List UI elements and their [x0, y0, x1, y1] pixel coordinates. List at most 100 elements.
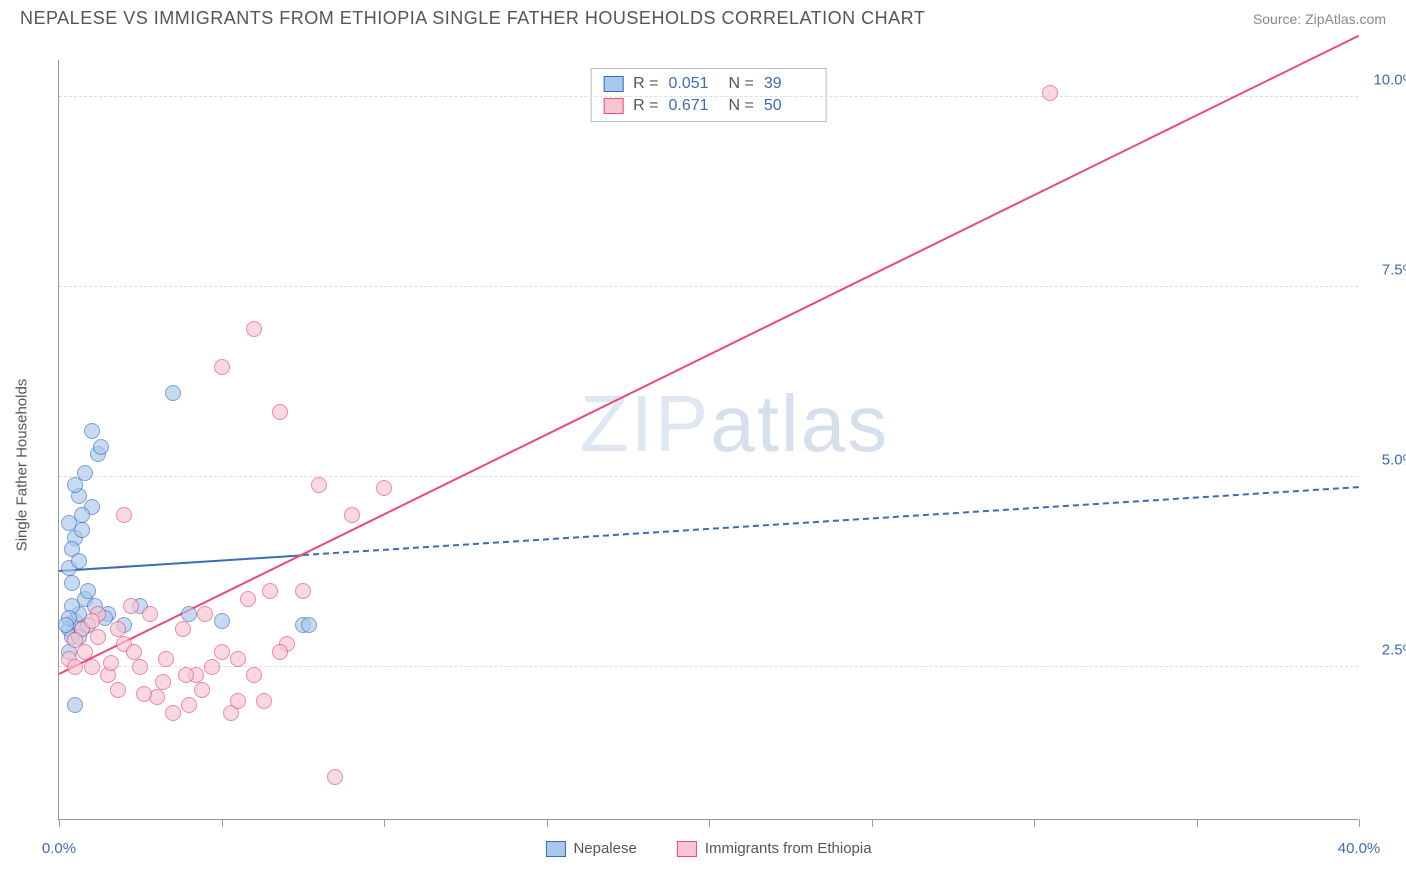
y-tick-label: 7.5%	[1382, 262, 1406, 279]
data-point	[246, 321, 262, 337]
trend-line	[303, 486, 1359, 556]
data-point	[272, 404, 288, 420]
data-point	[230, 693, 246, 709]
x-tick	[222, 819, 223, 827]
r-value: 0.671	[669, 97, 719, 115]
legend-swatch	[677, 841, 697, 857]
data-point	[197, 606, 213, 622]
legend-swatch	[603, 76, 623, 92]
data-point	[344, 507, 360, 523]
gridline-h	[59, 286, 1358, 287]
data-point	[126, 644, 142, 660]
chart-title: NEPALESE VS IMMIGRANTS FROM ETHIOPIA SIN…	[20, 8, 925, 29]
data-point	[155, 674, 171, 690]
data-point	[181, 697, 197, 713]
data-point	[123, 598, 139, 614]
data-point	[74, 507, 90, 523]
data-point	[90, 629, 106, 645]
x-tick	[872, 819, 873, 827]
gridline-h	[59, 96, 1358, 97]
data-point	[74, 522, 90, 538]
r-value: 0.051	[669, 75, 719, 93]
n-label: N =	[729, 97, 754, 115]
legend-swatch	[545, 841, 565, 857]
data-point	[110, 621, 126, 637]
x-tick	[1034, 819, 1035, 827]
n-label: N =	[729, 75, 754, 93]
bottom-legend: Nepalese Immigrants from Ethiopia	[545, 840, 871, 857]
watermark: ZIPatlas	[580, 378, 889, 470]
x-tick-label: 40.0%	[1338, 840, 1381, 857]
y-tick-label: 10.0%	[1373, 72, 1406, 89]
data-point	[214, 359, 230, 375]
data-point	[175, 621, 191, 637]
x-tick	[1359, 819, 1360, 827]
y-axis-label: Single Father Households	[14, 379, 31, 552]
x-tick	[384, 819, 385, 827]
stats-row: R = 0.671 N = 50	[603, 95, 814, 117]
data-point	[1042, 85, 1058, 101]
r-label: R =	[633, 75, 658, 93]
gridline-h	[59, 476, 1358, 477]
data-point	[71, 553, 87, 569]
data-point	[110, 682, 126, 698]
data-point	[67, 477, 83, 493]
x-tick	[709, 819, 710, 827]
data-point	[230, 651, 246, 667]
data-point	[165, 385, 181, 401]
chart-container: Single Father Households ZIPatlas R =0.0…	[48, 50, 1388, 880]
data-point	[181, 606, 197, 622]
data-point	[204, 659, 220, 675]
data-point	[80, 583, 96, 599]
data-point	[240, 591, 256, 607]
data-point	[311, 477, 327, 493]
data-point	[165, 705, 181, 721]
data-point	[295, 583, 311, 599]
x-tick	[1197, 819, 1198, 827]
data-point	[67, 659, 83, 675]
watermark-atlas: atlas	[710, 379, 889, 468]
data-point	[132, 659, 148, 675]
data-point	[67, 632, 83, 648]
legend-label: Immigrants from Ethiopia	[705, 840, 872, 857]
data-point	[194, 682, 210, 698]
data-point	[214, 644, 230, 660]
data-point	[301, 617, 317, 633]
data-point	[246, 667, 262, 683]
plot-area: ZIPatlas R =0.051N =39R =0.671N =50 Nepa…	[58, 60, 1358, 820]
legend-item: Nepalese	[545, 840, 636, 857]
data-point	[67, 697, 83, 713]
source-attribution: Source: ZipAtlas.com	[1253, 11, 1386, 27]
data-point	[178, 667, 194, 683]
n-value: 50	[764, 97, 814, 115]
n-value: 39	[764, 75, 814, 93]
r-label: R =	[633, 97, 658, 115]
trend-line	[59, 554, 303, 572]
stats-row: R = 0.051 N = 39	[603, 73, 814, 95]
legend-label: Nepalese	[573, 840, 636, 857]
legend-item: Immigrants from Ethiopia	[677, 840, 872, 857]
data-point	[93, 439, 109, 455]
data-point	[84, 613, 100, 629]
trend-line	[59, 34, 1360, 674]
data-point	[116, 507, 132, 523]
data-point	[158, 651, 174, 667]
legend-swatch	[603, 98, 623, 114]
data-point	[136, 686, 152, 702]
y-tick-label: 2.5%	[1382, 642, 1406, 659]
x-tick	[547, 819, 548, 827]
data-point	[84, 423, 100, 439]
x-tick	[59, 819, 60, 827]
data-point	[64, 575, 80, 591]
data-point	[262, 583, 278, 599]
data-point	[58, 617, 74, 633]
data-point	[327, 769, 343, 785]
x-tick-label: 0.0%	[42, 840, 76, 857]
data-point	[84, 659, 100, 675]
watermark-zip: ZIP	[580, 379, 710, 468]
data-point	[272, 644, 288, 660]
data-point	[256, 693, 272, 709]
data-point	[142, 606, 158, 622]
data-point	[214, 613, 230, 629]
data-point	[376, 480, 392, 496]
